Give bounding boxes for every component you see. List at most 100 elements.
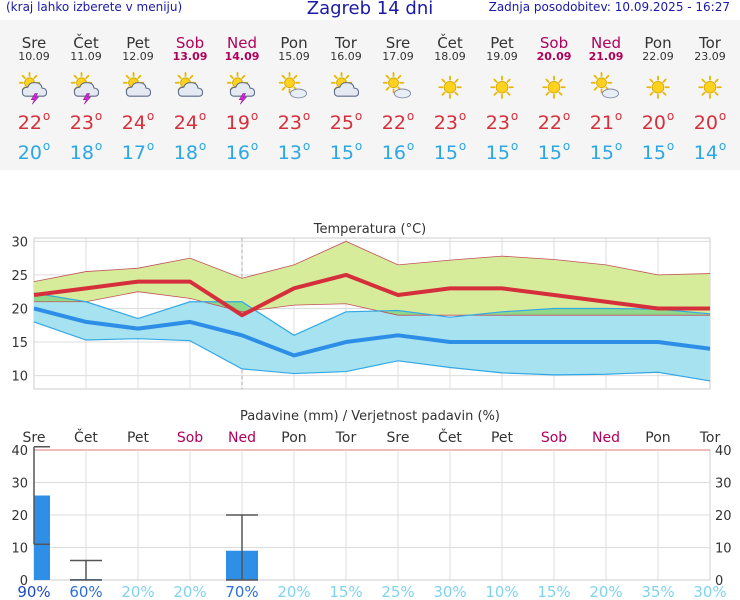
day-name: Tor bbox=[699, 34, 721, 52]
day-name: Pet bbox=[490, 34, 514, 52]
page-title: Zagreb 14 dni bbox=[306, 0, 434, 19]
y-tick-label: 20 bbox=[11, 302, 28, 317]
y-tick-label: 15 bbox=[11, 336, 28, 351]
min-temperature: 14o bbox=[693, 139, 727, 164]
probability-label: 30% bbox=[693, 583, 726, 600]
probability-label: 20% bbox=[121, 583, 154, 600]
min-temperature: 13o bbox=[277, 139, 311, 164]
sun-cloud-storm-icon bbox=[70, 72, 100, 105]
day-name: Pet bbox=[126, 34, 150, 52]
sun-icon bbox=[490, 75, 514, 99]
min-temperature: 15o bbox=[433, 139, 467, 164]
probability-label: 15% bbox=[537, 583, 570, 600]
sun-small-cloud-icon bbox=[590, 72, 619, 99]
x-tick-label: Pon bbox=[281, 430, 306, 446]
max-temperature: 25o bbox=[329, 109, 363, 134]
sun-small-cloud-icon bbox=[278, 72, 307, 99]
probability-label: 90% bbox=[17, 583, 50, 600]
day-name: Sre bbox=[385, 34, 411, 52]
max-temperature: 23o bbox=[433, 109, 467, 134]
y-tick-label: 40 bbox=[715, 444, 732, 459]
y-tick-label: 10 bbox=[11, 370, 28, 385]
y-tick-label: 10 bbox=[11, 542, 28, 557]
max-temperature: 23o bbox=[69, 109, 103, 134]
max-temperature: 21o bbox=[589, 109, 623, 134]
day-name: Sob bbox=[539, 34, 569, 52]
max-upper-edge bbox=[33, 240, 711, 283]
min-temperature: 15o bbox=[589, 139, 623, 164]
max-temperature: 22o bbox=[17, 109, 51, 134]
min-temperature: 15o bbox=[485, 139, 519, 164]
x-tick-label: Sob bbox=[541, 430, 567, 446]
sun-cloud-icon bbox=[122, 72, 152, 97]
probability-label: 25% bbox=[381, 583, 414, 600]
probability-label: 60% bbox=[69, 583, 102, 600]
sun-icon bbox=[438, 75, 462, 99]
min-temperature: 17o bbox=[121, 139, 155, 164]
day-date: 20.09 bbox=[536, 50, 572, 63]
day-date: 21.09 bbox=[588, 50, 624, 63]
y-tick-label: 30 bbox=[715, 477, 732, 492]
y-tick-label: 20 bbox=[11, 509, 28, 524]
last-update: Zadnja posodobitev: 10.09.2025 - 16:27 bbox=[488, 0, 730, 14]
max-range-band bbox=[34, 241, 710, 316]
probability-label: 20% bbox=[277, 583, 310, 600]
min-upper-edge bbox=[33, 292, 711, 336]
sun-icon bbox=[542, 75, 566, 99]
day-date: 23.09 bbox=[694, 50, 726, 63]
max-temperature: 24o bbox=[121, 109, 155, 134]
probability-label: 35% bbox=[641, 583, 674, 600]
day-name: Sre bbox=[21, 34, 47, 52]
y-tick-label: 40 bbox=[11, 444, 28, 459]
min-temperature: 18o bbox=[173, 139, 207, 164]
y-tick-label: 30 bbox=[11, 477, 28, 492]
x-tick-label: Tor bbox=[699, 430, 721, 446]
day-name: Čet bbox=[73, 34, 99, 52]
menu-hint: (kraj lahko izberete v meniju) bbox=[6, 0, 183, 14]
max-temperature: 20o bbox=[641, 109, 675, 134]
probability-label: 20% bbox=[173, 583, 206, 600]
x-tick-label: Pet bbox=[491, 430, 514, 446]
x-tick-label: Ned bbox=[592, 430, 620, 446]
temperature-chart: Temperatura (°C)vreme.us1015202530 bbox=[11, 222, 711, 390]
day-date: 19.09 bbox=[486, 50, 518, 63]
day-date: 10.09 bbox=[18, 50, 50, 63]
probability-label: 15% bbox=[329, 583, 362, 600]
y-tick-label: 10 bbox=[715, 542, 732, 557]
day-date: 12.09 bbox=[122, 50, 154, 63]
x-tick-label: Pon bbox=[645, 430, 670, 446]
y-tick-label: 30 bbox=[11, 235, 28, 250]
sun-cloud-icon bbox=[330, 72, 360, 97]
sun-icon bbox=[646, 75, 670, 99]
max-temperature: 22o bbox=[537, 109, 571, 134]
max-lower-edge bbox=[34, 291, 710, 316]
day-name: Sob bbox=[175, 34, 205, 52]
chart-title: Padavine (mm) / Verjetnost padavin (%) bbox=[240, 409, 500, 424]
probability-label: 30% bbox=[433, 583, 466, 600]
min-temperature: 16o bbox=[225, 139, 259, 164]
day-name: Čet bbox=[437, 34, 463, 52]
min-lower-edge bbox=[33, 321, 711, 382]
y-tick-label: 0 bbox=[715, 574, 723, 589]
day-name: Pon bbox=[644, 34, 672, 52]
x-tick-label: Sob bbox=[177, 430, 203, 446]
day-name: Ned bbox=[591, 34, 621, 52]
day-date: 14.09 bbox=[224, 50, 260, 63]
min-temperature: 18o bbox=[69, 139, 103, 164]
x-tick-label: Čet bbox=[74, 428, 98, 446]
min-temperature: 20o bbox=[17, 139, 51, 164]
max-temperature: 22o bbox=[381, 109, 415, 134]
forecast-strip: Sre 10.09 22o 20o Čet 11.09 23o 18o Pet 12.09 24o 1… bbox=[0, 20, 740, 170]
max-temperature: 23o bbox=[485, 109, 519, 134]
sun-icon bbox=[698, 75, 722, 99]
y-tick-label: 25 bbox=[11, 269, 28, 284]
min-temperature-line bbox=[33, 306, 711, 358]
day-date: 17.09 bbox=[382, 50, 414, 63]
y-tick-label: 20 bbox=[715, 509, 732, 524]
probability-label: 10% bbox=[485, 583, 518, 600]
min-temperature: 15o bbox=[641, 139, 675, 164]
probability-label: 20% bbox=[589, 583, 622, 600]
chart-title: Temperatura (°C) bbox=[313, 222, 426, 237]
day-date: 13.09 bbox=[172, 50, 208, 63]
day-name: Tor bbox=[335, 34, 357, 52]
